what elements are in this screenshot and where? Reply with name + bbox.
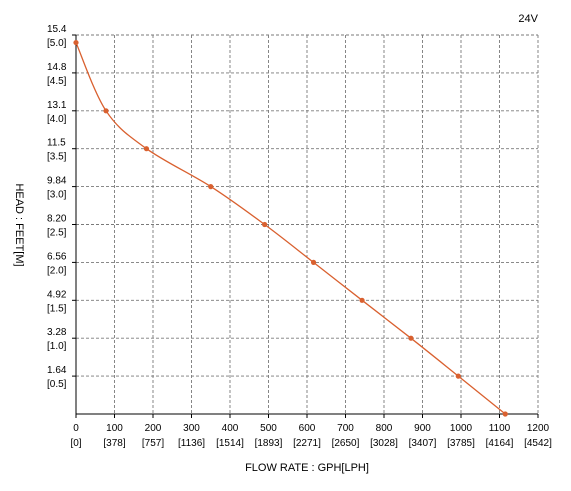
- y-tick-label: 8.20: [47, 214, 67, 225]
- y-tick-labels: 15.4 [5.0] 14.8 [4.5] 13.1 [4.0] 11.5 [3.5] 9.84…: [47, 24, 67, 390]
- y-tick-label-secondary: [4.0]: [47, 114, 67, 125]
- y-tick-label-secondary: [5.0]: [47, 38, 67, 49]
- y-tick-label-secondary: [2.5]: [47, 228, 67, 239]
- x-tick-label-secondary: [2650]: [332, 438, 360, 449]
- y-tick-label: 9.84: [47, 176, 67, 187]
- data-point: [502, 411, 508, 417]
- y-tick-label: 3.28: [47, 327, 67, 338]
- x-tick-label-secondary: [3785]: [447, 438, 475, 449]
- y-tick-label: 11.5: [47, 138, 66, 149]
- y-tick-label-secondary: [1.5]: [47, 303, 67, 314]
- x-tick-label: 100: [106, 423, 123, 434]
- y-tick-label: 14.8: [47, 62, 67, 73]
- x-tick-label-secondary: [1514]: [216, 438, 244, 449]
- chart-subtitle: 24V: [518, 13, 538, 25]
- x-tick-label-secondary: [0]: [70, 438, 81, 449]
- data-point: [455, 373, 461, 379]
- y-tick-label-secondary: [3.0]: [47, 190, 67, 201]
- y-tick-label: 6.56: [47, 251, 67, 262]
- x-tick-label: 200: [145, 423, 162, 434]
- x-tick-label: 600: [299, 423, 316, 434]
- y-tick-label-secondary: [2.0]: [47, 265, 67, 276]
- data-point: [103, 108, 109, 114]
- x-tick-label: 1200: [527, 423, 550, 434]
- data-point: [310, 259, 317, 265]
- performance-curve-line: [75, 42, 506, 415]
- y-tick-label-secondary: [3.5]: [47, 152, 67, 163]
- x-tick-label-secondary: [3028]: [370, 438, 398, 449]
- x-tick-label-secondary: [3407]: [409, 438, 437, 449]
- x-tick-label: 900: [414, 423, 431, 434]
- x-tick-label-secondary: [1893]: [255, 438, 283, 449]
- y-tick-label-secondary: [1.0]: [47, 341, 67, 352]
- y-axis-title: HEAD : FEET[M]: [13, 183, 25, 266]
- grid-lines: [76, 34, 539, 414]
- data-point: [208, 184, 214, 190]
- x-tick-label: 700: [337, 423, 354, 434]
- y-tick-label-secondary: [4.5]: [47, 76, 67, 87]
- data-point: [408, 335, 414, 341]
- y-tick-label: 4.92: [47, 289, 67, 300]
- x-axis-title: FLOW RATE : GPH[LPH]: [245, 462, 369, 474]
- data-point: [359, 297, 365, 303]
- x-tick-label-secondary: [757]: [142, 438, 164, 449]
- x-tick-label: 1100: [489, 423, 511, 434]
- data-point: [73, 39, 79, 46]
- data-point: [262, 221, 268, 228]
- x-tick-label-secondary: [1136]: [178, 438, 205, 449]
- data-point: [143, 146, 150, 152]
- x-tick-labels: 0 [0] 100 [378] 200 [757] 300 [1136] 400 [1514] 50…: [70, 423, 552, 449]
- y-tick-label: 1.64: [47, 365, 67, 376]
- x-tick-label: 400: [222, 423, 239, 434]
- x-tick-label: 1000: [450, 423, 473, 434]
- x-tick-label: 300: [183, 423, 200, 434]
- y-tick-label-secondary: [0.5]: [47, 379, 67, 390]
- x-tick-label-secondary: [4542]: [524, 438, 552, 449]
- x-tick-label: 800: [376, 423, 393, 434]
- x-tick-label-secondary: [4164]: [486, 438, 514, 449]
- x-tick-label-secondary: [378]: [103, 438, 125, 449]
- data-points: [73, 39, 508, 417]
- x-tick-label: 500: [260, 423, 277, 434]
- x-tick-label: 0: [73, 423, 79, 434]
- y-tick-label: 15.4: [47, 24, 67, 35]
- axes: [72, 34, 539, 418]
- x-tick-label-secondary: [2271]: [293, 438, 321, 449]
- series-curve: [75, 42, 506, 415]
- y-tick-label: 13.1: [47, 100, 67, 111]
